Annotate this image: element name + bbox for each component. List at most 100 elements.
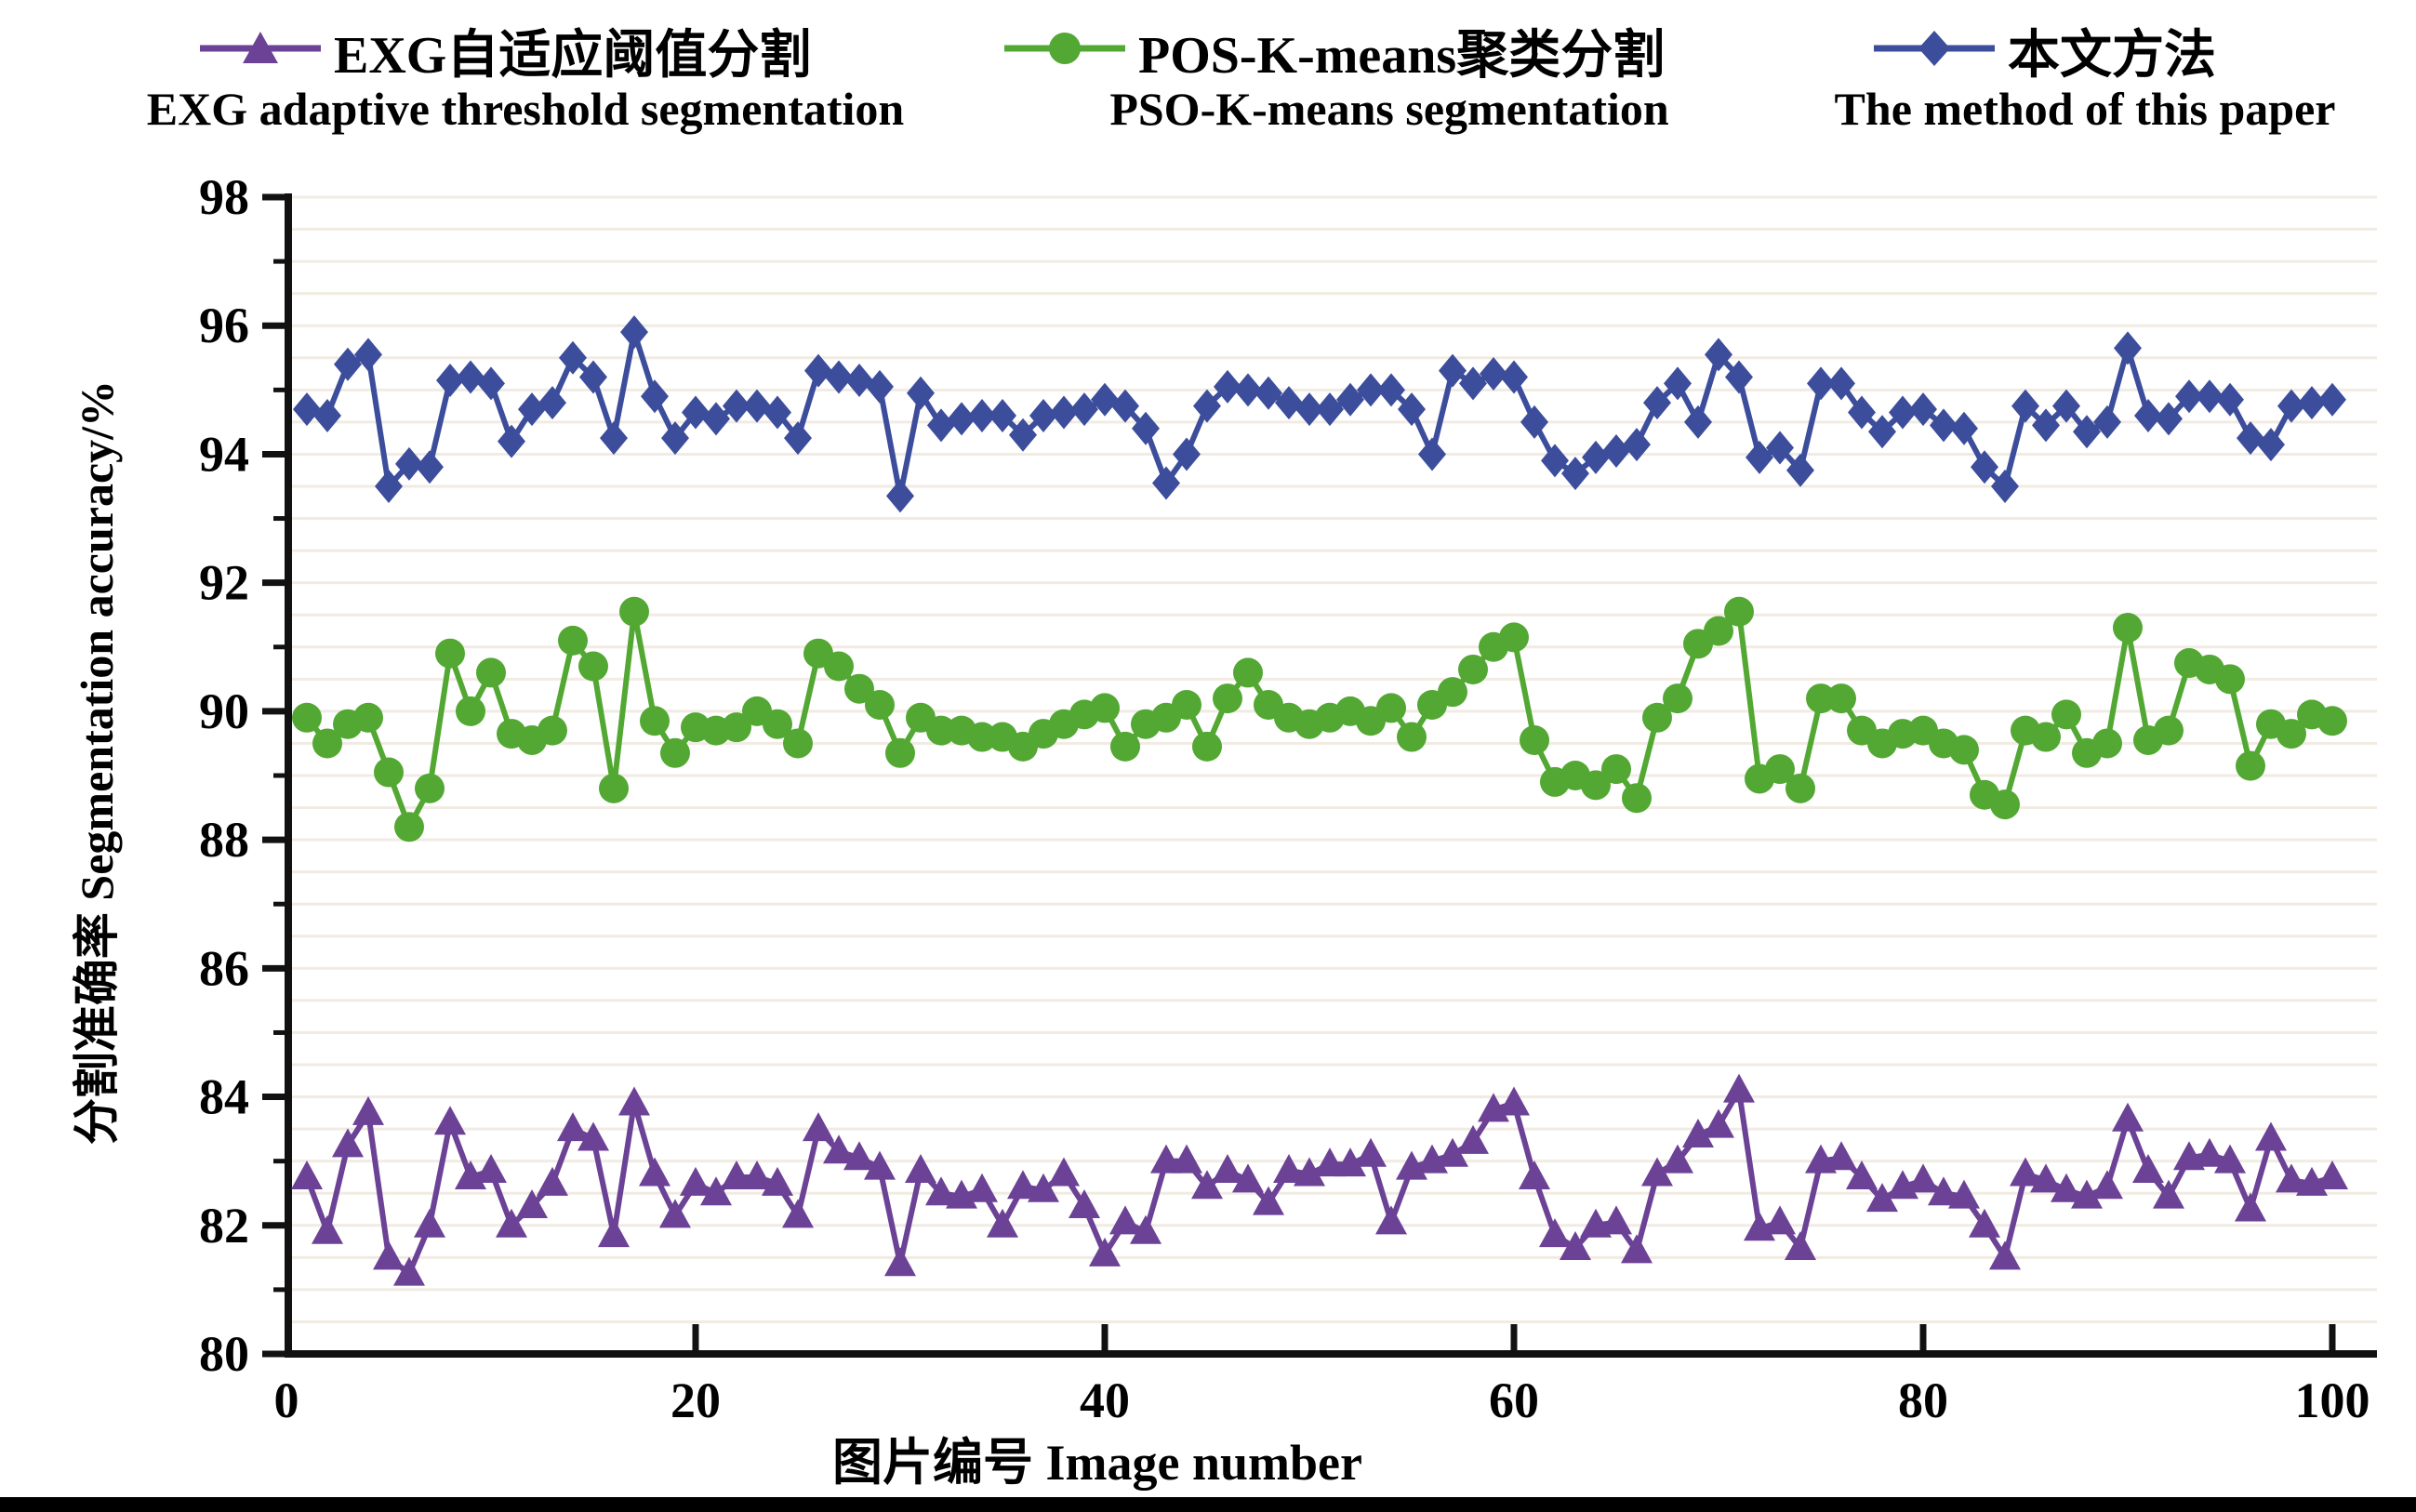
- data-point: [968, 398, 996, 432]
- data-point: [1602, 433, 1630, 468]
- y-tick-label: 92: [199, 555, 249, 611]
- legend-pos-k-means-label-en: PSO-K-means segmentation: [1109, 83, 1669, 135]
- data-point: [2216, 382, 2244, 417]
- data-point: [476, 657, 506, 688]
- data-point: [1705, 338, 1732, 372]
- data-point: [394, 812, 424, 842]
- data-point: [415, 773, 445, 803]
- data-point: [1806, 683, 1836, 714]
- data-point: [1581, 770, 1611, 801]
- data-point: [1930, 408, 1958, 443]
- data-point: [1950, 411, 1978, 445]
- data-point: [435, 638, 465, 669]
- data-point: [2276, 1163, 2307, 1193]
- data-point: [1766, 431, 1794, 465]
- data-point: [1889, 395, 1917, 430]
- data-point: [1214, 369, 1241, 404]
- data-point: [538, 386, 566, 420]
- data-point: [558, 625, 588, 656]
- data-point: [2298, 386, 2326, 420]
- data-point: [1561, 457, 1589, 491]
- x-tick-label: 80: [1898, 1373, 1948, 1428]
- data-point: [619, 596, 649, 627]
- data-point: [1520, 724, 1549, 755]
- data-point: [782, 1199, 814, 1228]
- data-point: [2215, 664, 2245, 695]
- data-point: [1398, 392, 1426, 427]
- bottom-bar: [0, 1497, 2416, 1512]
- data-point: [293, 392, 321, 427]
- data-point: [1275, 386, 1303, 420]
- legend-proposed-method: 本文方法: [1874, 13, 2216, 88]
- x-tick-label: 20: [670, 1373, 721, 1428]
- data-point: [2073, 415, 2101, 449]
- data-point: [538, 715, 567, 746]
- data-point: [1948, 1179, 1980, 1209]
- data-point: [925, 1176, 957, 1206]
- data-point: [845, 363, 873, 397]
- data-point: [1316, 392, 1344, 427]
- data-point: [866, 369, 894, 404]
- data-point: [312, 728, 342, 759]
- data-point: [2236, 750, 2265, 781]
- data-point: [352, 1095, 384, 1125]
- data-point: [824, 651, 854, 682]
- data-point: [640, 706, 670, 736]
- data-point: [823, 1134, 855, 1164]
- legend-exg-label: EXG自适应阈值分割: [334, 27, 812, 85]
- data-point: [518, 392, 546, 427]
- data-point: [722, 712, 751, 743]
- data-point: [2196, 379, 2224, 414]
- data-point: [1990, 789, 2020, 820]
- data-point: [434, 1106, 466, 1135]
- data-point: [1437, 1137, 1468, 1167]
- data-point: [989, 398, 1016, 432]
- data-point: [721, 1160, 752, 1189]
- data-point: [966, 1173, 998, 1202]
- data-point: [1500, 360, 1528, 394]
- data-point: [600, 421, 628, 456]
- data-point: [1684, 405, 1712, 439]
- data-point: [2277, 719, 2306, 749]
- diamond-marker-icon: [1874, 28, 1995, 73]
- data-point: [312, 1214, 343, 1244]
- data-point: [1582, 440, 1610, 474]
- data-point: [1991, 470, 2019, 504]
- data-point: [1376, 693, 1406, 723]
- y-tick-label: 94: [199, 426, 249, 482]
- data-point: [1600, 1205, 1632, 1235]
- data-point: [1682, 1119, 1714, 1148]
- data-point: [1601, 754, 1631, 785]
- data-point: [1334, 1147, 1366, 1177]
- data-point: [2318, 382, 2346, 417]
- data-point: [1050, 395, 1078, 430]
- data-point: [1130, 1214, 1162, 1244]
- data-point: [1928, 1176, 1959, 1206]
- data-point: [825, 360, 853, 394]
- data-point: [354, 338, 382, 372]
- data-point: [498, 424, 525, 458]
- data-point: [516, 1189, 548, 1219]
- data-point: [2277, 389, 2305, 423]
- data-point: [598, 1218, 630, 1248]
- data-point: [1786, 453, 1814, 487]
- data-point: [2112, 1102, 2144, 1132]
- data-point: [1192, 731, 1222, 762]
- data-point: [1725, 360, 1753, 394]
- circle-marker-icon: [1004, 28, 1125, 73]
- data-point: [334, 347, 362, 381]
- data-point: [1642, 702, 1672, 733]
- data-point: [373, 1240, 405, 1270]
- data-point: [414, 1208, 445, 1238]
- data-point: [1848, 395, 1876, 430]
- data-point: [1254, 376, 1282, 410]
- data-point: [1909, 392, 1937, 427]
- data-point: [2071, 1179, 2103, 1209]
- data-point: [2255, 1121, 2287, 1151]
- data-point: [1213, 683, 1242, 714]
- data-point: [1132, 411, 1160, 445]
- x-tick-label: 0: [274, 1373, 299, 1428]
- data-point: [457, 360, 485, 394]
- data-point: [579, 360, 607, 394]
